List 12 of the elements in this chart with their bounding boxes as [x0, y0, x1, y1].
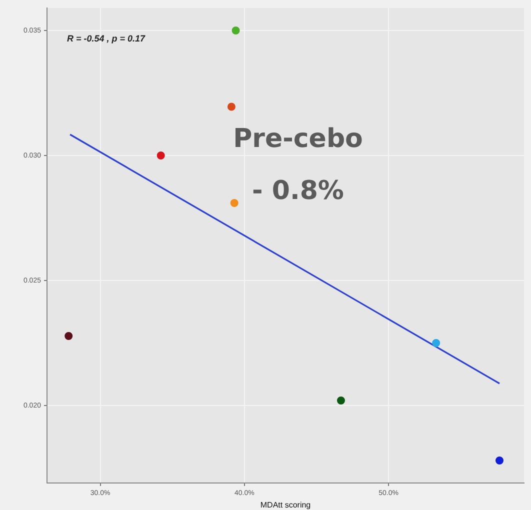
annotation: R = -0.54 , p = 0.17 [67, 33, 146, 44]
point [232, 26, 240, 34]
x-axis-title: MDAtt scoring [260, 500, 311, 510]
annotation: - 0.8% [252, 176, 344, 206]
point [156, 152, 165, 160]
point [336, 396, 345, 404]
point [432, 339, 440, 347]
point [496, 456, 504, 464]
point [227, 102, 236, 111]
point [230, 199, 238, 207]
annotation: Pre-cebo [233, 124, 363, 154]
point [64, 332, 73, 340]
